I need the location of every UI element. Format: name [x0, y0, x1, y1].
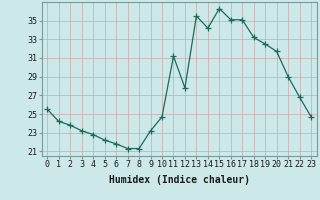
- X-axis label: Humidex (Indice chaleur): Humidex (Indice chaleur): [109, 175, 250, 185]
